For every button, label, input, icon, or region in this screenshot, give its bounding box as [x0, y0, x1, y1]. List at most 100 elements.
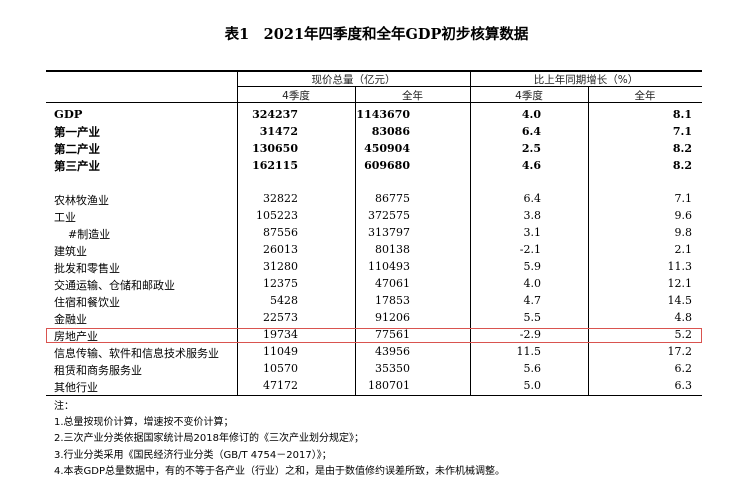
cell-q4-growth: 3.1 [523, 226, 542, 239]
cell-q4-total: 87556 [263, 226, 298, 239]
cell-q4-total: 324237 [252, 108, 298, 121]
note-line: 2.三次产业分类依据国家统计局2018年修订的《三次产业划分规定》； [54, 433, 364, 444]
cell-q4-growth: 2.5 [521, 142, 541, 155]
cell-q4-growth: 4.0 [523, 277, 542, 290]
row-label: 农林牧渔业 [54, 194, 109, 207]
row-label: #制造业 [54, 228, 111, 241]
real-estate-highlight-box [46, 328, 702, 343]
cell-year-growth: 6.2 [674, 362, 693, 375]
row-label: 租赁和商务服务业 [54, 364, 142, 377]
cell-year-growth: 8.1 [672, 108, 692, 121]
cell-q4-growth: 5.5 [523, 311, 542, 324]
cell-year-total: 35350 [375, 362, 410, 375]
cell-q4-total: 105223 [256, 209, 298, 222]
header-current-price-total: 现价总量（亿元） [311, 74, 396, 86]
cell-year-total: 110493 [368, 260, 410, 273]
cell-q4-total: 5428 [270, 294, 298, 307]
cell-q4-total: 10570 [263, 362, 298, 375]
cell-q4-growth: 5.9 [523, 260, 542, 273]
cell-year-growth: 8.2 [672, 159, 692, 172]
cell-year-total: 1143670 [356, 108, 410, 121]
cell-q4-growth: 4.7 [523, 294, 542, 307]
cell-year-total: 47061 [375, 277, 410, 290]
row-label: 金融业 [54, 313, 87, 326]
cell-q4-total: 22573 [263, 311, 298, 324]
cell-q4-growth: 6.4 [521, 125, 541, 138]
header-bottom-rule [46, 102, 702, 103]
header-year-growth: 全年 [634, 90, 656, 102]
row-label: 第一产业 [54, 125, 100, 139]
header-year-total: 全年 [402, 90, 423, 102]
cell-q4-total: 19734 [263, 328, 298, 341]
row-label: 工业 [54, 211, 76, 224]
row-label: 第三产业 [54, 159, 100, 173]
note-line: 注： [54, 401, 74, 412]
cell-year-growth: 9.6 [674, 209, 693, 222]
col-divider-2 [355, 86, 356, 396]
cell-q4-growth: 3.8 [523, 209, 542, 222]
cell-year-growth: 7.1 [674, 192, 693, 205]
cell-year-growth: 5.2 [674, 328, 693, 341]
cell-year-growth: 8.2 [672, 142, 692, 155]
header-mid-rule [237, 86, 702, 87]
cell-q4-growth: 4.6 [521, 159, 541, 172]
cell-q4-growth: 11.5 [516, 345, 542, 358]
cell-year-total: 450904 [364, 142, 410, 155]
cell-year-total: 372575 [368, 209, 410, 222]
cell-q4-total: 32822 [263, 192, 298, 205]
row-label: 第二产业 [54, 142, 100, 156]
cell-q4-total: 26013 [263, 243, 298, 256]
cell-year-growth: 17.2 [667, 345, 693, 358]
cell-year-total: 86775 [375, 192, 410, 205]
cell-year-growth: 4.8 [674, 311, 693, 324]
cell-q4-growth: 5.0 [523, 379, 542, 392]
cell-year-total: 91206 [375, 311, 410, 324]
cell-q4-growth: -2.1 [519, 243, 541, 256]
row-label: GDP [54, 107, 83, 121]
cell-q4-total: 162115 [252, 159, 298, 172]
cell-year-growth: 14.5 [667, 294, 693, 307]
cell-year-growth: 11.3 [667, 260, 693, 273]
cell-q4-growth: 6.4 [523, 192, 542, 205]
cell-year-growth: 6.3 [674, 379, 693, 392]
row-label: 建筑业 [54, 245, 87, 258]
cell-year-total: 80138 [375, 243, 410, 256]
row-label: 其他行业 [54, 381, 98, 394]
row-label: 批发和零售业 [54, 262, 120, 275]
cell-year-growth: 9.8 [674, 226, 693, 239]
note-line: 4.本表GDP总量数据中，有的不等于各产业（行业）之和，是由于数值修约误差所致，… [54, 466, 506, 477]
cell-q4-total: 130650 [252, 142, 298, 155]
header-growth-rate: 比上年同期增长（%） [533, 74, 639, 86]
cell-q4-growth: 5.6 [523, 362, 542, 375]
cell-q4-total: 12375 [263, 277, 298, 290]
cell-year-growth: 7.1 [672, 125, 692, 138]
table-title: 表1 2021年四季度和全年GDP初步核算数据 [224, 26, 529, 43]
row-label: 住宿和餐饮业 [54, 296, 120, 309]
note-line: 1.总量按现价计算，增速按不变价计算； [54, 417, 234, 428]
header-q4-total: 4季度 [282, 90, 310, 102]
cell-q4-total: 47172 [263, 379, 298, 392]
row-label: 交通运输、仓储和邮政业 [54, 279, 175, 292]
col-divider-3 [470, 70, 471, 396]
row-label: 房地产业 [54, 330, 98, 343]
cell-q4-growth: -2.9 [519, 328, 541, 341]
cell-year-total: 313797 [368, 226, 410, 239]
cell-year-total: 180701 [368, 379, 410, 392]
col-divider-4 [588, 86, 589, 396]
cell-q4-total: 11049 [263, 345, 298, 358]
cell-year-total: 17853 [375, 294, 410, 307]
col-divider-1 [237, 70, 238, 396]
cell-year-total: 83086 [371, 125, 410, 138]
header-q4-growth: 4季度 [515, 90, 543, 102]
cell-year-growth: 12.1 [667, 277, 693, 290]
cell-q4-total: 31280 [263, 260, 298, 273]
cell-q4-total: 31472 [259, 125, 298, 138]
cell-year-total: 43956 [375, 345, 410, 358]
cell-q4-growth: 4.0 [521, 108, 541, 121]
cell-year-total: 609680 [364, 159, 410, 172]
row-label: 信息传输、软件和信息技术服务业 [54, 347, 219, 360]
top-rule-thick [46, 70, 702, 72]
note-line: 3.行业分类采用《国民经济行业分类（GB/T 4754－2017）》； [54, 450, 332, 461]
cell-year-total: 77561 [375, 328, 410, 341]
cell-year-growth: 2.1 [674, 243, 693, 256]
